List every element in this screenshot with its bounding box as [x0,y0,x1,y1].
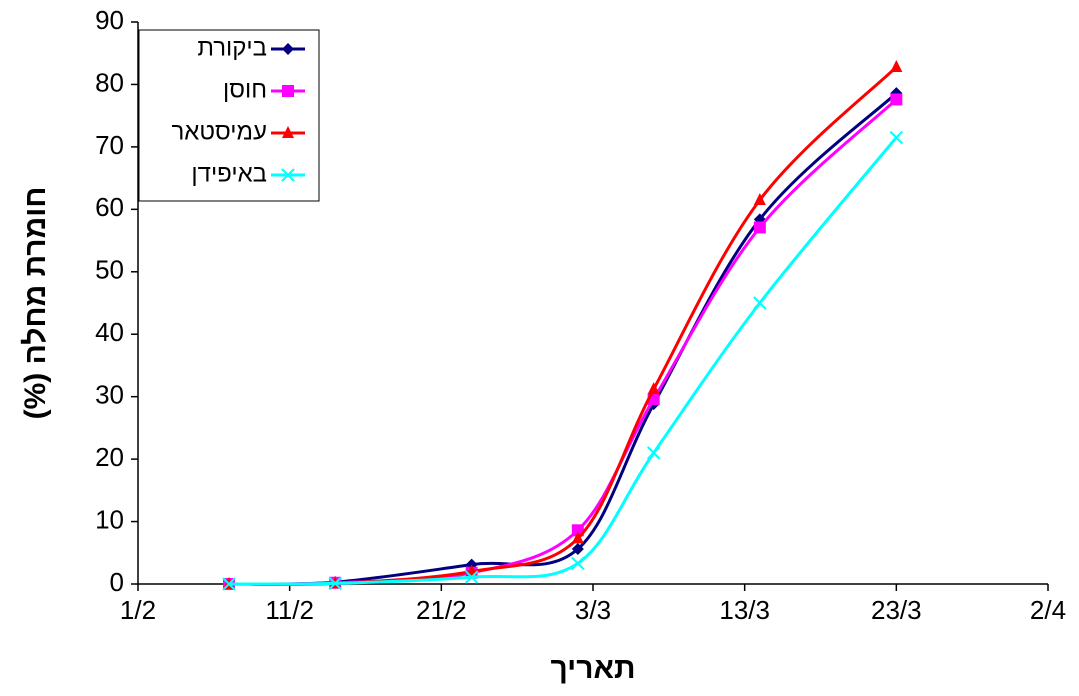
marker [889,130,904,145]
y-tick-label: 20 [95,442,124,472]
marker [571,543,584,556]
marker [890,59,903,72]
marker [571,531,584,544]
marker [464,570,479,584]
y-axis-title: חומרת מחלה (%) [19,187,52,420]
marker [646,446,661,460]
x-tick-label: 23/3 [871,595,922,625]
legend-label: ביקורת [197,34,267,61]
marker [282,126,294,138]
marker [222,577,236,591]
marker [647,382,660,395]
y-tick-label: 40 [95,317,124,347]
x-tick-label: 13/3 [719,595,770,625]
y-tick-label: 80 [95,67,124,97]
y-tick-label: 70 [95,130,124,160]
y-tick-label: 60 [95,192,124,222]
marker [753,192,766,205]
y-tick-label: 0 [110,567,124,597]
legend: ביקורת חוסן עמיסטאר באיפידן [138,29,320,202]
marker [890,93,903,106]
series-line [228,92,898,586]
marker [282,85,294,97]
marker [282,43,294,55]
series-line [228,65,898,586]
y-tick-label: 50 [95,255,124,285]
x-tick-label: 1/2 [120,595,156,625]
legend-box [138,29,320,202]
x-tick-label: 2/4 [1030,595,1066,625]
x-tick-label: 3/3 [575,595,611,625]
y-tick-label: 90 [95,5,124,35]
marker [571,556,585,571]
legend-label: עמיסטאר [171,118,267,145]
y-tick-label: 30 [95,380,124,410]
legend-label: באיפידן [191,160,267,187]
marker [328,576,342,591]
marker [753,221,766,234]
legend-label: חוסן [223,76,267,103]
x-tick-label: 11/2 [265,595,314,625]
marker [281,168,295,182]
x-tick-label: 21/2 [416,595,467,625]
series-line [228,98,898,586]
x-axis-title: תאריך [550,652,635,685]
marker [753,296,767,310]
series-line [228,136,898,586]
y-tick-label: 10 [95,504,124,534]
